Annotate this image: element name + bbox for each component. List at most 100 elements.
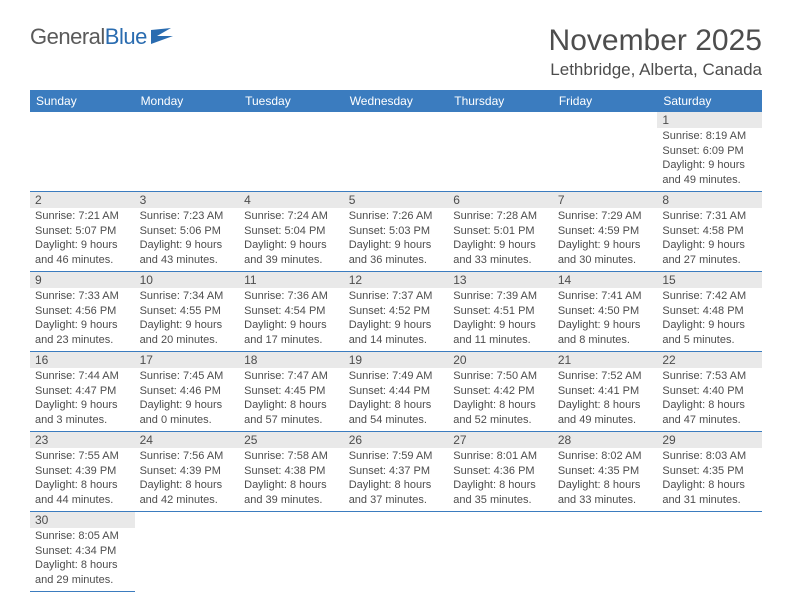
day-number: 20 (448, 352, 553, 368)
day-details: Sunrise: 7:39 AMSunset: 4:51 PMDaylight:… (448, 288, 553, 351)
sunset-line: Sunset: 5:07 PM (35, 224, 130, 239)
day-details: Sunrise: 7:31 AMSunset: 4:58 PMDaylight:… (657, 208, 762, 271)
day-number: 19 (344, 352, 449, 368)
calendar-day-cell: 18Sunrise: 7:47 AMSunset: 4:45 PMDayligh… (239, 352, 344, 432)
sunset-line: Sunset: 4:52 PM (349, 304, 444, 319)
calendar-row: 30Sunrise: 8:05 AMSunset: 4:34 PMDayligh… (30, 512, 762, 592)
day-number: 29 (657, 432, 762, 448)
calendar-empty-cell (135, 112, 240, 192)
day-details: Sunrise: 7:21 AMSunset: 5:07 PMDaylight:… (30, 208, 135, 271)
sunrise-line: Sunrise: 7:21 AM (35, 209, 130, 224)
sunrise-line: Sunrise: 7:47 AM (244, 369, 339, 384)
daylight-line: Daylight: 9 hours and 33 minutes. (453, 238, 548, 267)
daylight-line: Daylight: 8 hours and 39 minutes. (244, 478, 339, 507)
calendar-day-cell: 26Sunrise: 7:59 AMSunset: 4:37 PMDayligh… (344, 432, 449, 512)
calendar-table: SundayMondayTuesdayWednesdayThursdayFrid… (30, 90, 762, 592)
day-number: 11 (239, 272, 344, 288)
calendar-day-cell: 8Sunrise: 7:31 AMSunset: 4:58 PMDaylight… (657, 192, 762, 272)
sunrise-line: Sunrise: 7:53 AM (662, 369, 757, 384)
sunset-line: Sunset: 4:44 PM (349, 384, 444, 399)
day-number: 22 (657, 352, 762, 368)
daylight-line: Daylight: 9 hours and 0 minutes. (140, 398, 235, 427)
sunrise-line: Sunrise: 7:34 AM (140, 289, 235, 304)
sunrise-line: Sunrise: 7:39 AM (453, 289, 548, 304)
sunrise-line: Sunrise: 7:50 AM (453, 369, 548, 384)
sunset-line: Sunset: 4:39 PM (35, 464, 130, 479)
daylight-line: Daylight: 9 hours and 11 minutes. (453, 318, 548, 347)
daylight-line: Daylight: 8 hours and 35 minutes. (453, 478, 548, 507)
day-details: Sunrise: 7:55 AMSunset: 4:39 PMDaylight:… (30, 448, 135, 511)
sunrise-line: Sunrise: 7:28 AM (453, 209, 548, 224)
day-details: Sunrise: 7:44 AMSunset: 4:47 PMDaylight:… (30, 368, 135, 431)
day-number: 25 (239, 432, 344, 448)
sunset-line: Sunset: 4:48 PM (662, 304, 757, 319)
sunset-line: Sunset: 4:56 PM (35, 304, 130, 319)
sunset-line: Sunset: 4:38 PM (244, 464, 339, 479)
sunset-line: Sunset: 4:51 PM (453, 304, 548, 319)
day-number: 17 (135, 352, 240, 368)
day-details: Sunrise: 7:49 AMSunset: 4:44 PMDaylight:… (344, 368, 449, 431)
calendar-row: 2Sunrise: 7:21 AMSunset: 5:07 PMDaylight… (30, 192, 762, 272)
page-subtitle: Lethbridge, Alberta, Canada (549, 60, 762, 80)
logo: GeneralBlue (30, 24, 173, 50)
sunrise-line: Sunrise: 7:23 AM (140, 209, 235, 224)
day-number: 21 (553, 352, 658, 368)
calendar-empty-cell (344, 112, 449, 192)
day-number: 7 (553, 192, 658, 208)
sunrise-line: Sunrise: 7:58 AM (244, 449, 339, 464)
daylight-line: Daylight: 9 hours and 3 minutes. (35, 398, 130, 427)
calendar-body: 1Sunrise: 8:19 AMSunset: 6:09 PMDaylight… (30, 112, 762, 592)
sunrise-line: Sunrise: 7:49 AM (349, 369, 444, 384)
calendar-day-cell: 2Sunrise: 7:21 AMSunset: 5:07 PMDaylight… (30, 192, 135, 272)
calendar-empty-cell (239, 512, 344, 592)
weekday-header: Sunday (30, 90, 135, 112)
daylight-line: Daylight: 9 hours and 20 minutes. (140, 318, 235, 347)
sunset-line: Sunset: 4:35 PM (662, 464, 757, 479)
day-details: Sunrise: 7:59 AMSunset: 4:37 PMDaylight:… (344, 448, 449, 511)
weekday-header: Wednesday (344, 90, 449, 112)
sunrise-line: Sunrise: 8:19 AM (662, 129, 757, 144)
sunrise-line: Sunrise: 7:37 AM (349, 289, 444, 304)
daylight-line: Daylight: 8 hours and 54 minutes. (349, 398, 444, 427)
sunrise-line: Sunrise: 7:33 AM (35, 289, 130, 304)
calendar-empty-cell (135, 512, 240, 592)
calendar-day-cell: 6Sunrise: 7:28 AMSunset: 5:01 PMDaylight… (448, 192, 553, 272)
sunrise-line: Sunrise: 7:59 AM (349, 449, 444, 464)
daylight-line: Daylight: 9 hours and 27 minutes. (662, 238, 757, 267)
day-number: 13 (448, 272, 553, 288)
sunset-line: Sunset: 4:55 PM (140, 304, 235, 319)
calendar-day-cell: 15Sunrise: 7:42 AMSunset: 4:48 PMDayligh… (657, 272, 762, 352)
daylight-line: Daylight: 9 hours and 14 minutes. (349, 318, 444, 347)
calendar-day-cell: 13Sunrise: 7:39 AMSunset: 4:51 PMDayligh… (448, 272, 553, 352)
calendar-day-cell: 28Sunrise: 8:02 AMSunset: 4:35 PMDayligh… (553, 432, 658, 512)
daylight-line: Daylight: 9 hours and 30 minutes. (558, 238, 653, 267)
sunset-line: Sunset: 4:40 PM (662, 384, 757, 399)
calendar-empty-cell (448, 112, 553, 192)
day-details: Sunrise: 7:33 AMSunset: 4:56 PMDaylight:… (30, 288, 135, 351)
sunrise-line: Sunrise: 7:29 AM (558, 209, 653, 224)
page-header: GeneralBlue November 2025 Lethbridge, Al… (30, 24, 762, 80)
calendar-day-cell: 16Sunrise: 7:44 AMSunset: 4:47 PMDayligh… (30, 352, 135, 432)
day-details: Sunrise: 8:01 AMSunset: 4:36 PMDaylight:… (448, 448, 553, 511)
calendar-day-cell: 21Sunrise: 7:52 AMSunset: 4:41 PMDayligh… (553, 352, 658, 432)
day-details: Sunrise: 7:41 AMSunset: 4:50 PMDaylight:… (553, 288, 658, 351)
sunset-line: Sunset: 4:59 PM (558, 224, 653, 239)
calendar-day-cell: 19Sunrise: 7:49 AMSunset: 4:44 PMDayligh… (344, 352, 449, 432)
calendar-empty-cell (657, 512, 762, 592)
calendar-empty-cell (344, 512, 449, 592)
daylight-line: Daylight: 9 hours and 23 minutes. (35, 318, 130, 347)
calendar-day-cell: 14Sunrise: 7:41 AMSunset: 4:50 PMDayligh… (553, 272, 658, 352)
day-number: 15 (657, 272, 762, 288)
sunrise-line: Sunrise: 8:02 AM (558, 449, 653, 464)
calendar-empty-cell (448, 512, 553, 592)
day-number: 6 (448, 192, 553, 208)
day-details: Sunrise: 7:24 AMSunset: 5:04 PMDaylight:… (239, 208, 344, 271)
day-number: 18 (239, 352, 344, 368)
logo-text-blue: Blue (105, 24, 147, 50)
daylight-line: Daylight: 8 hours and 57 minutes. (244, 398, 339, 427)
day-details: Sunrise: 7:56 AMSunset: 4:39 PMDaylight:… (135, 448, 240, 511)
weekday-header: Friday (553, 90, 658, 112)
day-number: 26 (344, 432, 449, 448)
sunset-line: Sunset: 4:42 PM (453, 384, 548, 399)
calendar-day-cell: 27Sunrise: 8:01 AMSunset: 4:36 PMDayligh… (448, 432, 553, 512)
